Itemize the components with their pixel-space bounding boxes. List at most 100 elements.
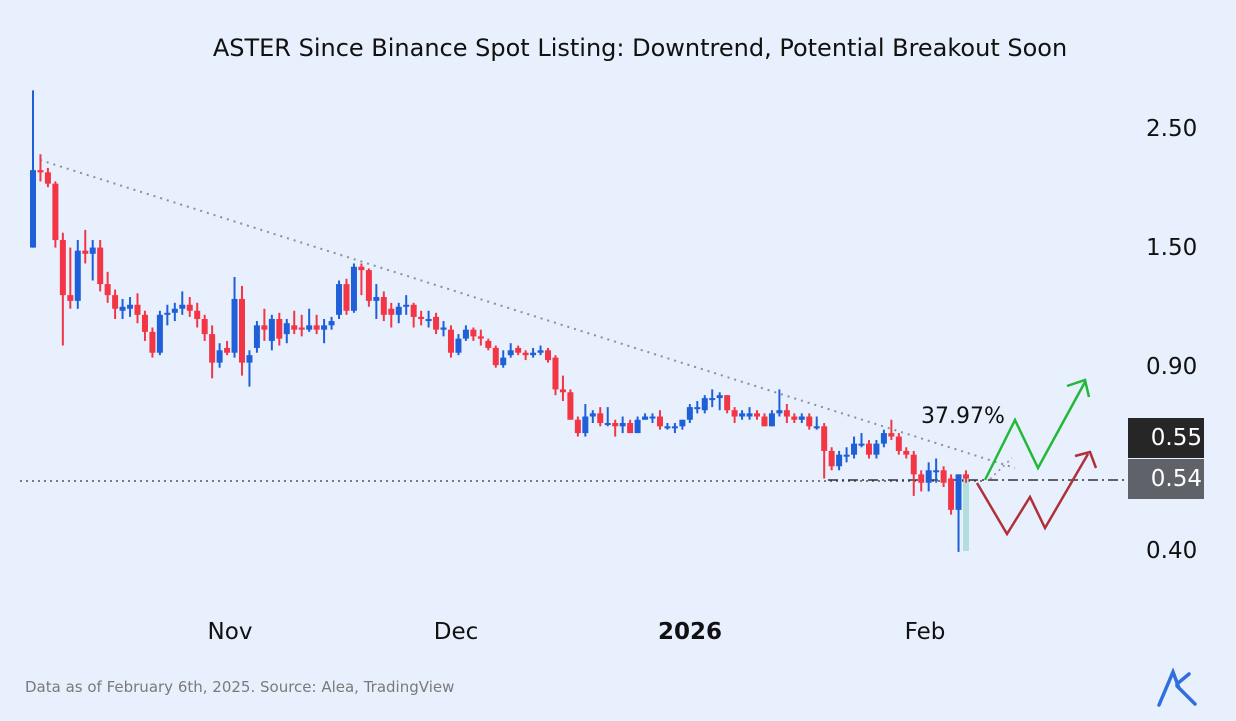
candle-body	[903, 450, 910, 455]
candle-body	[433, 316, 440, 330]
candles	[30, 90, 969, 552]
candle-body	[373, 297, 380, 301]
candle	[89, 240, 96, 281]
candle	[806, 413, 813, 430]
candle-body	[888, 433, 895, 437]
candle	[686, 404, 693, 424]
candle	[37, 154, 44, 182]
candle	[642, 413, 649, 420]
candle-body	[918, 474, 925, 483]
candle-body	[843, 454, 850, 457]
candle-body	[253, 325, 260, 348]
candle-body	[365, 270, 372, 301]
candle-body	[201, 318, 208, 335]
candle	[604, 407, 611, 427]
candle-body	[761, 416, 768, 427]
candle-body	[634, 419, 641, 434]
candle	[888, 419, 895, 441]
candle-body	[731, 410, 738, 417]
candle-body	[261, 325, 268, 330]
candle	[955, 474, 962, 552]
candle-body	[933, 470, 940, 473]
candle	[440, 321, 447, 337]
candle-body	[231, 298, 238, 353]
candle-body	[291, 325, 298, 330]
candle-body	[798, 416, 805, 420]
candle	[30, 90, 36, 248]
bullish-arrowhead	[1066, 378, 1091, 398]
candle-body	[836, 454, 843, 467]
candle-body	[492, 347, 499, 366]
candle-body	[806, 416, 813, 427]
candle-body	[440, 327, 447, 330]
candle	[619, 416, 626, 434]
candle	[44, 167, 51, 188]
candle-body	[746, 413, 753, 417]
candle-body	[462, 329, 469, 339]
candle	[948, 474, 955, 515]
candle	[67, 247, 74, 309]
candle	[403, 295, 410, 315]
candle	[201, 314, 208, 341]
candle-body	[425, 318, 432, 322]
candle	[52, 181, 59, 248]
candle-body	[179, 304, 186, 309]
candle-body	[395, 306, 402, 315]
candle-body	[627, 423, 634, 434]
candle	[59, 232, 66, 346]
candle	[634, 416, 641, 434]
candle-body	[313, 325, 320, 330]
candle-body	[709, 398, 716, 401]
candle-body	[768, 413, 775, 427]
candle	[656, 410, 663, 430]
candle-body	[649, 416, 656, 419]
candle	[74, 240, 81, 309]
candle-body	[328, 321, 335, 326]
downtrend-line	[39, 159, 1016, 469]
candle-body	[597, 413, 604, 424]
candle	[216, 343, 223, 368]
candle-body	[873, 443, 880, 455]
candle-body	[739, 413, 746, 417]
candle	[925, 462, 932, 492]
candle	[194, 302, 201, 328]
candle	[321, 318, 328, 344]
candle-body	[619, 423, 626, 427]
candle	[209, 325, 216, 379]
candle	[530, 347, 537, 358]
candle	[903, 447, 910, 459]
candle	[963, 470, 969, 483]
candle-body	[485, 340, 492, 348]
candle	[798, 413, 805, 424]
candle	[522, 350, 529, 361]
candle	[559, 375, 566, 402]
candle	[410, 302, 417, 328]
candle-body	[963, 474, 969, 479]
candle-body	[880, 433, 887, 444]
candle	[224, 340, 231, 356]
candle-body	[52, 183, 59, 241]
candle-body	[851, 443, 858, 455]
candle	[82, 229, 89, 264]
candle	[783, 404, 790, 424]
candle	[336, 280, 343, 319]
candle-body	[589, 413, 596, 417]
candle	[179, 291, 186, 315]
candle	[328, 316, 335, 330]
candle	[694, 401, 701, 414]
candle	[791, 413, 798, 424]
x-tick-label: Dec	[433, 619, 479, 645]
candle	[97, 240, 104, 292]
candle	[298, 314, 305, 337]
candle	[813, 416, 820, 430]
candle	[231, 277, 238, 358]
candle	[313, 314, 320, 335]
candle	[910, 450, 917, 496]
candle-body	[156, 314, 163, 353]
candle	[865, 440, 872, 459]
candle	[597, 407, 604, 427]
candle	[350, 263, 357, 313]
candle	[433, 312, 440, 335]
candle-body	[164, 312, 171, 315]
candle	[104, 271, 111, 303]
